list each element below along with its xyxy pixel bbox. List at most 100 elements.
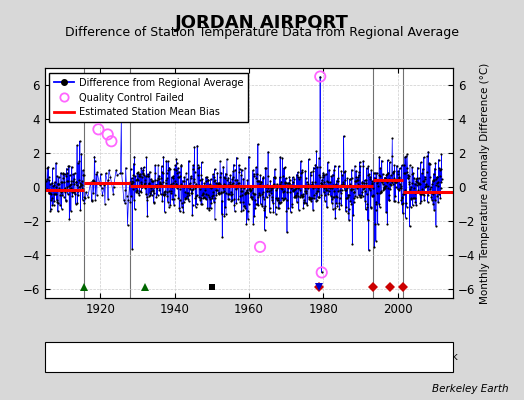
Point xyxy=(63,184,71,190)
Point xyxy=(117,115,126,122)
Point xyxy=(414,187,422,194)
Point xyxy=(396,181,405,188)
Point xyxy=(298,169,306,175)
Point xyxy=(253,201,261,208)
Point xyxy=(190,144,199,150)
Point xyxy=(49,183,58,189)
Point xyxy=(273,185,281,191)
Point xyxy=(138,184,147,190)
Point xyxy=(220,213,228,220)
Point xyxy=(249,167,257,174)
Point xyxy=(424,182,432,189)
Point xyxy=(58,192,67,198)
Point xyxy=(154,162,162,168)
Point xyxy=(361,188,369,195)
Point xyxy=(379,186,388,193)
Point xyxy=(195,194,203,201)
Point xyxy=(303,185,312,192)
Point xyxy=(322,186,330,193)
Point xyxy=(410,175,419,181)
Point xyxy=(166,189,174,196)
Point xyxy=(191,204,200,210)
Point xyxy=(236,192,244,199)
Point xyxy=(342,204,351,211)
Point xyxy=(277,178,286,185)
Point xyxy=(57,206,66,212)
Point xyxy=(215,190,224,196)
Point xyxy=(256,200,265,207)
Point xyxy=(421,183,430,190)
Point xyxy=(206,181,214,187)
Point xyxy=(59,175,67,182)
Point xyxy=(196,194,205,201)
Point xyxy=(304,181,312,188)
Point xyxy=(267,190,275,196)
Point xyxy=(315,174,324,180)
Point xyxy=(427,189,435,195)
Point xyxy=(384,169,392,176)
Point xyxy=(279,196,288,203)
Point xyxy=(391,179,399,186)
Point xyxy=(372,201,380,207)
Point xyxy=(299,193,307,199)
Point xyxy=(219,163,227,170)
Point xyxy=(339,179,347,185)
Point xyxy=(432,182,440,188)
Point xyxy=(43,164,51,171)
Point xyxy=(398,194,406,200)
Point xyxy=(210,178,219,184)
Point xyxy=(231,177,239,184)
Point xyxy=(405,172,413,179)
Point xyxy=(323,177,331,184)
Point xyxy=(278,186,286,192)
Point xyxy=(229,168,237,174)
Point xyxy=(339,180,347,187)
Point xyxy=(77,206,85,213)
Point xyxy=(312,196,321,203)
Point xyxy=(313,194,322,200)
Point xyxy=(78,178,86,184)
Point xyxy=(142,191,150,198)
Point xyxy=(287,182,295,188)
Point xyxy=(218,198,226,204)
Point xyxy=(382,209,390,216)
Point xyxy=(232,154,241,161)
Point xyxy=(417,159,425,166)
Point xyxy=(283,180,292,186)
Point xyxy=(127,193,135,200)
Point xyxy=(229,180,237,186)
Point xyxy=(389,168,398,174)
Point xyxy=(172,167,180,173)
Point xyxy=(195,164,203,170)
Point xyxy=(300,200,308,207)
Point xyxy=(189,162,198,168)
Point xyxy=(126,166,135,172)
Point xyxy=(431,166,439,172)
Point xyxy=(223,182,232,188)
Point xyxy=(101,200,109,207)
Point xyxy=(251,204,259,211)
Point xyxy=(52,197,61,203)
Point xyxy=(150,199,158,206)
Point xyxy=(265,188,273,194)
Point xyxy=(408,180,416,186)
Point xyxy=(241,205,249,212)
Point xyxy=(243,187,251,193)
Point xyxy=(278,188,287,195)
Point xyxy=(367,192,376,199)
Point xyxy=(54,181,63,187)
Point xyxy=(329,206,337,212)
Point xyxy=(175,204,183,211)
Point xyxy=(147,192,156,198)
Point xyxy=(203,177,212,183)
Point xyxy=(158,191,167,198)
Point xyxy=(261,165,270,172)
Point xyxy=(181,196,190,202)
Point xyxy=(398,162,406,169)
Point xyxy=(293,190,301,196)
Point xyxy=(91,196,100,203)
Point xyxy=(112,167,120,173)
Point xyxy=(283,185,292,192)
Point xyxy=(234,183,242,189)
Point xyxy=(268,197,276,204)
